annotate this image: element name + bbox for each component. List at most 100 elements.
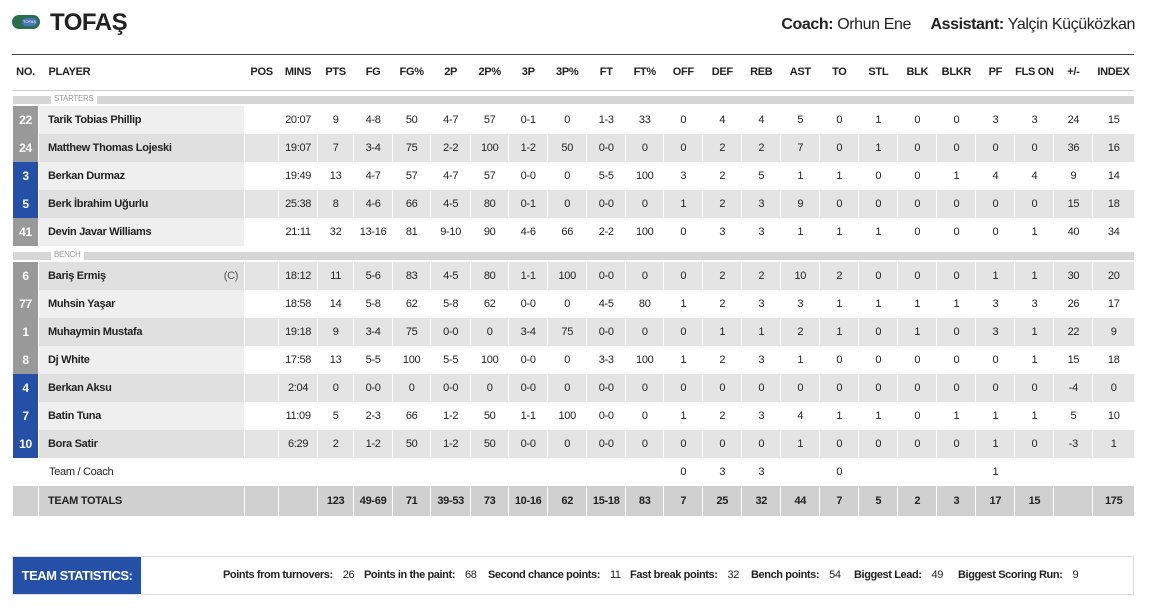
stat-cell: 24 [1053,106,1093,134]
column-header[interactable]: NO. [12,55,39,91]
column-header[interactable]: OFF [663,55,703,91]
player-name-text[interactable]: Matthew Thomas Lojeski [48,142,172,154]
player-name-text[interactable]: Berk İbrahim Uğurlu [48,198,149,210]
column-header[interactable]: FT% [625,55,664,91]
stat-cell: 0 [663,318,703,346]
stat-cell: 1 [1014,402,1054,430]
player-name[interactable]: Bariş Ermiş (C) [37,262,245,290]
stat-cell: 50 [547,134,587,162]
stat-cell: 2 [741,134,781,162]
stat-cell: 0 [547,430,587,458]
player-row[interactable]: 10 Bora Satir 6:29 2 1-2 50 1-2 50 0-0 0 0-0 0 0 0 0 1 0… [12,430,1134,458]
player-name-text[interactable]: Muhaymin Mustafa [48,326,143,338]
player-name-text[interactable]: Berkan Durmaz [48,170,125,182]
column-header[interactable]: AST [780,55,820,91]
player-name-text[interactable]: Tarik Tobias Phillip [48,114,142,126]
stat-cell: 18:58 [278,290,318,318]
column-header[interactable]: FT [586,55,626,91]
stat-cell: 2 [702,134,742,162]
stat-cell: 3 [936,486,976,516]
player-name-text[interactable]: Batin Tuna [48,410,102,422]
player-name-text[interactable]: Berkan Aksu [48,382,112,394]
column-header[interactable]: FLS ON [1014,55,1054,91]
stat-cell [508,458,548,486]
player-name[interactable]: Berkan Aksu [37,374,245,402]
stat-cell: 1 [819,218,859,246]
column-header[interactable]: MINS [278,55,318,91]
player-name[interactable]: Tarik Tobias Phillip [37,106,245,134]
stat-cell: 0 [858,190,898,218]
stat-cell: 1-2 [508,134,548,162]
stat-cell: 0 [897,134,937,162]
player-row[interactable]: 6 Bariş Ermiş (C) 18:12 11 5-6 83 4-5 80 1-1 100 0-… [12,262,1134,290]
stat-cell: 0 [936,318,976,346]
stat-cell: 0 [1014,430,1054,458]
column-header[interactable]: PTS [317,55,354,91]
stat-cell: 5 [858,486,898,516]
column-header[interactable]: PLAYER [38,55,245,91]
stat-cell: 75 [392,318,431,346]
player-name[interactable]: Batin Tuna [37,402,245,430]
stat-cell [1053,486,1093,516]
player-name[interactable]: Berk İbrahim Uğurlu [37,190,245,218]
jersey-number: 3 [12,162,39,190]
column-header[interactable]: BLK [897,55,937,91]
player-name-text[interactable]: Dj White [48,354,90,366]
player-name[interactable]: Muhsin Yaşar [37,290,245,318]
stat-cell: 2 [702,290,742,318]
column-header[interactable]: BLKR [936,55,976,91]
player-name-text[interactable]: Devin Javar Williams [48,226,152,238]
stat-cell: 0 [936,218,976,246]
player-row[interactable]: 3 Berkan Durmaz 19:49 13 4-7 57 4-7 57 0-0 0 5-5 10… [12,162,1134,190]
column-header[interactable]: FG [353,55,393,91]
column-header[interactable]: 3P [508,55,548,91]
stat-cell: 1-2 [353,430,393,458]
player-name-text[interactable]: Muhsin Yaşar [48,298,116,310]
stat-cell: 0-0 [586,318,626,346]
player-name[interactable]: Berkan Durmaz [37,162,245,190]
player-name[interactable]: Bora Satir [37,430,245,458]
position-cell [244,374,279,402]
column-header[interactable]: INDEX [1092,55,1134,91]
stat-cell: 0 [1014,190,1054,218]
stat-cell: 0 [547,346,587,374]
stat-cell [278,458,318,486]
column-header[interactable]: DEF [702,55,742,91]
column-header[interactable]: TO [819,55,859,91]
player-row[interactable]: 22 Tarik Tobias Phillip 20:07 9 4-8 50 4-7 57 0-… [12,106,1134,134]
player-row[interactable]: 7 Batin Tuna 11:09 5 2-3 66 1-2 50 1-1 100 0-0 0 1 2 3… [12,402,1134,430]
stat-cell: 19:18 [278,318,318,346]
stat-cell: 0 [897,402,937,430]
column-header[interactable]: FG% [392,55,431,91]
player-name-text[interactable]: Bariş Ermiş [48,270,106,282]
column-header[interactable]: 2P% [470,55,509,91]
player-row[interactable]: 5 Berk İbrahim Uğurlu 25:38 8 4-6 66 4-5 80 0-1 0… [12,190,1134,218]
column-header[interactable]: POS [244,55,279,91]
stat-cell: 36 [1053,134,1093,162]
column-header[interactable]: REB [741,55,781,91]
stat-cell: 0-0 [508,290,548,318]
player-name[interactable]: Muhaymin Mustafa [37,318,245,346]
player-row[interactable]: 24 Matthew Thomas Lojeski 19:07 7 3-4 75 2-2 10… [12,134,1134,162]
stat-cell: 0 [897,374,937,402]
column-header[interactable]: STL [858,55,898,91]
player-row[interactable]: 1 Muhaymin Mustafa 19:18 9 3-4 75 0-0 0 3-4 75 0-0… [12,318,1134,346]
team-statistics-bar: TEAM STATISTICS: Points from turnovers: 2… [12,556,1134,595]
stat-cell: 5-5 [430,346,471,374]
stat-cell: 1 [819,162,859,190]
column-header[interactable]: 3P% [547,55,587,91]
player-row[interactable]: 41 Devin Javar Williams 21:11 32 13-16 81 9-10… [12,218,1134,246]
player-name-text[interactable]: Bora Satir [48,438,98,450]
player-name[interactable]: Devin Javar Williams [37,218,245,246]
stat-cell: 0-0 [586,262,626,290]
column-header[interactable]: +/- [1053,55,1093,91]
player-name[interactable]: Matthew Thomas Lojeski [37,134,245,162]
player-row[interactable]: 77 Muhsin Yaşar 18:58 14 5-8 62 5-8 62 0-0 0 4-5 80… [12,290,1134,318]
column-header[interactable]: 2P [430,55,471,91]
column-header[interactable]: PF [975,55,1015,91]
player-name[interactable]: Dj White [37,346,245,374]
jersey-number: 10 [12,430,39,458]
player-row[interactable]: 4 Berkan Aksu 2:04 0 0-0 0 0-0 0 0-0 0 0-0 0 0 0 0 0 0 0 0… [12,374,1134,402]
player-row[interactable]: 8 Dj White 17:58 13 5-5 100 5-5 100 0-0 0 3-3 100 1 2… [12,346,1134,374]
stat-cell: 7 [663,486,703,516]
